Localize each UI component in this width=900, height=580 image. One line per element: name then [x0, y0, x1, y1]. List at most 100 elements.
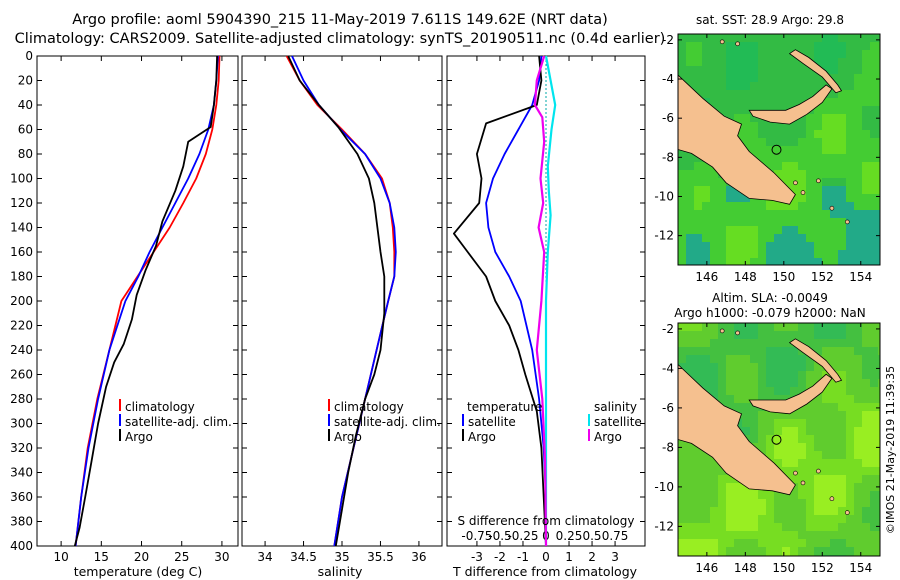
map-cell — [830, 523, 838, 531]
map-cell — [878, 226, 880, 234]
map-cell — [870, 451, 878, 459]
map-cell — [822, 355, 830, 363]
map-cell — [758, 371, 766, 379]
map-cell — [766, 130, 774, 138]
map-cell — [782, 226, 790, 234]
map-cell — [774, 371, 782, 379]
map-cell — [686, 58, 694, 66]
map-cell — [774, 90, 782, 98]
map-cell — [686, 499, 694, 507]
map-cell — [798, 130, 806, 138]
map-cell — [726, 202, 734, 210]
map-y-tick-label: -6 — [662, 111, 674, 125]
map-cell — [806, 539, 814, 547]
map-cell — [726, 42, 734, 50]
map-cell — [838, 339, 846, 347]
map-cell — [870, 483, 878, 491]
map-cell — [678, 210, 686, 218]
map-cell — [782, 547, 790, 555]
map-cell — [814, 323, 822, 331]
map-cell — [726, 90, 734, 98]
map-cell — [838, 154, 846, 162]
map-cell — [814, 138, 822, 146]
map-cell — [806, 138, 814, 146]
map-cell — [830, 395, 838, 403]
map-cell — [742, 258, 750, 265]
map-cell — [742, 411, 750, 419]
map-cell — [734, 250, 742, 258]
map-cell — [846, 210, 854, 218]
map-cell — [846, 194, 854, 202]
map-cell — [694, 339, 702, 347]
map-cell — [838, 387, 846, 395]
map-cell — [710, 507, 718, 515]
map-cell — [790, 499, 798, 507]
map-cell — [798, 371, 806, 379]
map-cell — [678, 34, 686, 42]
map-cell — [790, 539, 798, 547]
map-cell — [814, 122, 822, 130]
map-cell — [798, 499, 806, 507]
map-cell — [814, 186, 822, 194]
map-cell — [846, 154, 854, 162]
map-cell — [742, 50, 750, 58]
map-cell — [822, 170, 830, 178]
map-cell — [790, 371, 798, 379]
map-cell — [830, 122, 838, 130]
map-cell — [790, 355, 798, 363]
map-cell — [686, 250, 694, 258]
map-cell — [846, 42, 854, 50]
map-cell — [838, 531, 846, 539]
map-cell — [846, 539, 854, 547]
map-cell — [742, 387, 750, 395]
map-cell — [838, 242, 846, 250]
map-cell — [734, 531, 742, 539]
map-cell — [830, 403, 838, 411]
map-cell — [782, 130, 790, 138]
map-cell — [814, 419, 822, 427]
land-new-ireland — [788, 49, 843, 94]
map-cell — [750, 34, 758, 42]
map-cell — [742, 66, 750, 74]
map-cell — [870, 427, 878, 435]
map-cell — [694, 363, 702, 371]
map-cell — [758, 226, 766, 234]
map-cell — [678, 234, 686, 242]
map-cell — [870, 66, 878, 74]
map-cell — [870, 491, 878, 499]
map-cell — [878, 539, 880, 547]
map-cell — [846, 379, 854, 387]
map-cell — [854, 250, 862, 258]
map-cell — [758, 363, 766, 371]
map-cell — [774, 347, 782, 355]
map-cell — [878, 379, 880, 387]
map-cell — [758, 547, 766, 555]
map-cell — [742, 194, 750, 202]
map-cell — [846, 162, 854, 170]
map-cell — [798, 331, 806, 339]
legend-label-t-satellite: satellite — [468, 415, 516, 429]
map-cell — [758, 419, 766, 427]
map-cell — [694, 178, 702, 186]
map-cell — [862, 170, 870, 178]
map-cell — [870, 226, 878, 234]
map-cell — [766, 363, 774, 371]
map-cell — [710, 242, 718, 250]
map-cell — [846, 234, 854, 242]
map-cell — [790, 507, 798, 515]
map-cell — [798, 138, 806, 146]
map-cell — [726, 371, 734, 379]
map-cell — [838, 210, 846, 218]
map-cell — [742, 395, 750, 403]
map-cell — [782, 539, 790, 547]
map-cell — [782, 451, 790, 459]
map-cell — [814, 242, 822, 250]
map-cell — [694, 218, 702, 226]
map-cell — [718, 547, 726, 555]
salinity-panel: 34 34.5 35 35.5 36 — [241, 55, 443, 564]
map-cell — [790, 475, 798, 483]
map-cell — [838, 146, 846, 154]
map-cell — [734, 491, 742, 499]
map-cell — [766, 250, 774, 258]
map-cell — [782, 42, 790, 50]
